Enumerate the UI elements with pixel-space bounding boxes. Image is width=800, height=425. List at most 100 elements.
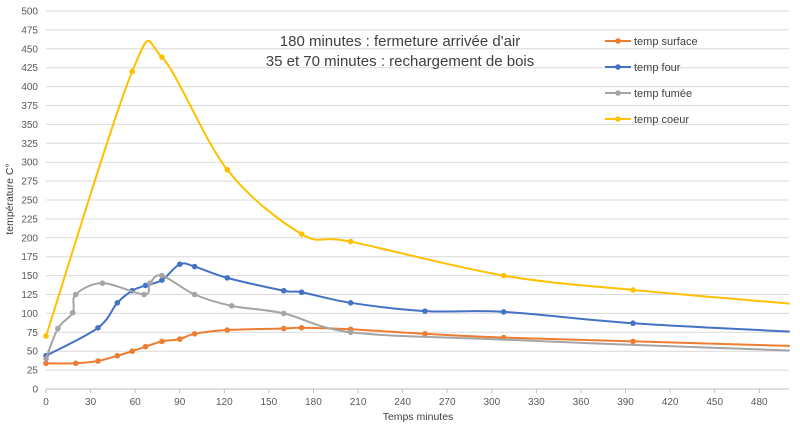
data-point-2-9 [228, 303, 235, 309]
data-point-1-1 [95, 324, 101, 331]
y-tick-label-375: 375 [21, 101, 38, 112]
x-tick-label-120: 120 [216, 397, 233, 408]
legend: temp surface temp four temp fumée temp coeu… [605, 36, 698, 126]
data-point-2-10 [280, 310, 287, 317]
legend-item-3: temp coeur [605, 114, 689, 126]
y-tick-label-450: 450 [21, 44, 38, 55]
data-point-0-2 [95, 358, 101, 364]
y-tick-label-425: 425 [21, 63, 38, 74]
y-tick-label-325: 325 [21, 139, 38, 150]
data-point-2-2 [69, 309, 76, 316]
data-point-0-0 [43, 360, 49, 367]
data-point-0-1 [72, 360, 79, 367]
legend-label-3: temp coeur [634, 114, 689, 126]
data-point-0-6 [159, 338, 165, 345]
legend-item-2: temp fumée [605, 88, 692, 100]
x-tick-label-210: 210 [350, 397, 367, 408]
annotation-wood-reload: 35 et 70 minutes : rechargement de bois [266, 53, 535, 70]
data-point-1-7 [191, 263, 198, 270]
x-tick-label-150: 150 [261, 397, 278, 408]
data-point-0-3 [114, 352, 121, 359]
y-tick-label-75: 75 [27, 328, 39, 339]
data-point-1-13 [500, 309, 507, 315]
y-tick-label-25: 25 [27, 366, 39, 377]
y-tick-label-50: 50 [27, 347, 39, 358]
data-point-0-4 [129, 348, 135, 355]
data-point-3-7 [630, 287, 636, 293]
annotation-air-closing: 180 minutes : fermeture arrivée d'air [280, 33, 520, 50]
data-point-3-0 [43, 333, 49, 339]
data-point-3-6 [500, 272, 507, 279]
x-tick-label-180: 180 [305, 397, 322, 408]
data-point-1-6 [176, 261, 183, 268]
series-3 [43, 39, 790, 339]
legend-item-1: temp four [605, 62, 681, 74]
data-point-1-8 [224, 275, 231, 281]
data-point-1-11 [347, 300, 354, 306]
x-tick-label-330: 330 [528, 397, 545, 408]
series-line-3 [45, 39, 790, 338]
data-point-0-5 [142, 343, 149, 350]
x-tick-label-300: 300 [483, 397, 500, 408]
legend-marker-2 [615, 90, 621, 96]
y-tick-label-350: 350 [21, 120, 38, 131]
data-point-2-5 [141, 291, 147, 298]
y-tick-label-100: 100 [21, 309, 38, 320]
data-point-0-7 [176, 336, 183, 342]
data-point-1-9 [280, 287, 287, 294]
series-2 [43, 272, 790, 362]
data-point-2-11 [347, 329, 354, 336]
y-tick-label-475: 475 [21, 25, 38, 36]
x-tick-label-0: 0 [43, 397, 49, 408]
y-axis: 0 25 50 75 100 125 150 175 200 225 250 275 300 325 350… [21, 7, 38, 396]
legend-label-0: temp surface [634, 36, 698, 48]
data-point-2-1 [55, 325, 61, 332]
x-tick-label-90: 90 [174, 397, 186, 408]
data-point-1-14 [630, 320, 636, 327]
data-point-2-7 [159, 272, 165, 279]
data-point-3-4 [298, 231, 305, 237]
data-point-3-1 [129, 68, 135, 75]
y-tick-label-125: 125 [21, 290, 38, 301]
series-line-2 [45, 274, 790, 360]
data-point-2-4 [99, 280, 106, 286]
y-tick-label-175: 175 [21, 252, 38, 263]
data-point-2-6 [147, 280, 153, 286]
data-point-0-13 [422, 331, 428, 337]
legend-item-0: temp surface [605, 36, 698, 48]
data-point-0-11 [298, 324, 305, 331]
x-tick-label-60: 60 [130, 397, 142, 408]
data-point-1-5 [159, 277, 165, 283]
data-point-1-2 [114, 300, 121, 306]
data-point-0-8 [191, 331, 198, 337]
data-point-0-15 [630, 338, 636, 345]
x-axis-title: Temps minutes [383, 411, 454, 423]
data-point-3-5 [347, 238, 354, 245]
data-point-0-10 [280, 325, 287, 332]
y-tick-label-0: 0 [32, 385, 38, 396]
y-tick-label-500: 500 [21, 7, 38, 18]
data-point-0-9 [224, 327, 231, 333]
y-tick-label-250: 250 [21, 196, 38, 207]
y-tick-label-400: 400 [21, 82, 38, 93]
data-point-3-3 [224, 166, 231, 173]
data-point-1-10 [298, 289, 305, 296]
legend-label-2: temp fumée [634, 88, 692, 100]
x-tick-label-420: 420 [662, 397, 679, 408]
legend-marker-3 [615, 116, 621, 122]
data-point-1-4 [142, 282, 149, 289]
x-tick-label-390: 390 [617, 397, 634, 408]
gridlines [46, 10, 789, 371]
x-tick-label-450: 450 [706, 397, 723, 408]
data-point-1-12 [422, 308, 428, 314]
y-tick-label-275: 275 [21, 177, 38, 188]
legend-label-1: temp four [634, 62, 681, 74]
y-tick-label-150: 150 [21, 271, 38, 282]
data-point-3-2 [159, 54, 165, 60]
y-tick-label-300: 300 [21, 158, 38, 169]
x-tick-label-360: 360 [573, 397, 590, 408]
series-1 [43, 261, 790, 359]
data-point-2-3 [72, 291, 79, 298]
x-axis: 0 30 60 90 120 150 180 210 240 270 300 330 360 390 420… [43, 388, 789, 408]
data-point-2-0 [43, 355, 49, 362]
